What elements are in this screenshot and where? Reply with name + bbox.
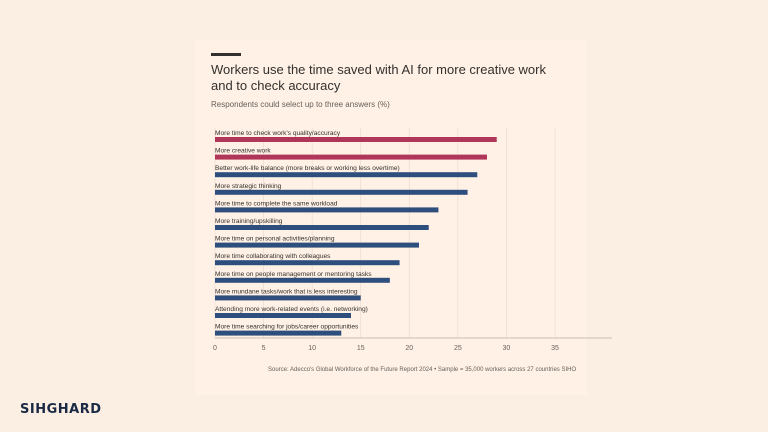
x-tick-label: 35 [551,345,559,352]
bar [215,260,400,266]
bar [215,295,361,301]
chart-source: Source: Adecco's Global Workforce of the… [268,367,577,373]
x-tick-label: 15 [357,345,365,352]
chart-card [195,40,587,395]
x-tick-label: 30 [503,345,511,352]
bar [215,225,429,230]
category-label: More creative work [215,148,271,155]
category-label: Attending more work-related events (i.e.… [215,306,368,313]
x-tick-label: 25 [454,345,462,352]
x-tick-label: 5 [262,345,266,352]
bar [215,189,468,195]
bar [215,154,487,160]
bar [215,277,390,283]
chart-subtitle: Respondents could select up to three ans… [211,100,390,109]
bar [215,207,439,213]
bar [215,242,419,248]
bar [215,313,351,318]
source-tag: SIHO [561,367,577,373]
category-label: More time to complete the same workload [215,200,338,207]
category-label: More time searching for jobs/career oppo… [215,324,359,331]
bar [215,137,497,142]
category-label: More time on personal activities/plannin… [215,236,335,243]
bar [215,172,478,178]
category-label: More mundane tasks/work that is less int… [215,288,358,295]
x-tick-label: 20 [405,345,413,352]
x-tick-label: 10 [308,345,316,352]
bar [215,330,342,336]
category-label: Better work-life balance (more breaks or… [215,165,400,172]
category-label: More time to check work's quality/accura… [215,130,341,137]
x-tick-label: 0 [213,345,217,352]
category-label: More strategic thinking [215,183,282,190]
category-label: More time on people management or mentor… [215,271,372,278]
chart-title: Workers use the time saved with AI for m… [211,62,546,93]
brand-logo: SIHGHARD [20,402,102,417]
title-rule [211,53,241,56]
category-label: More time collaborating with colleagues [215,253,331,260]
category-label: More training/upskilling [215,218,283,225]
